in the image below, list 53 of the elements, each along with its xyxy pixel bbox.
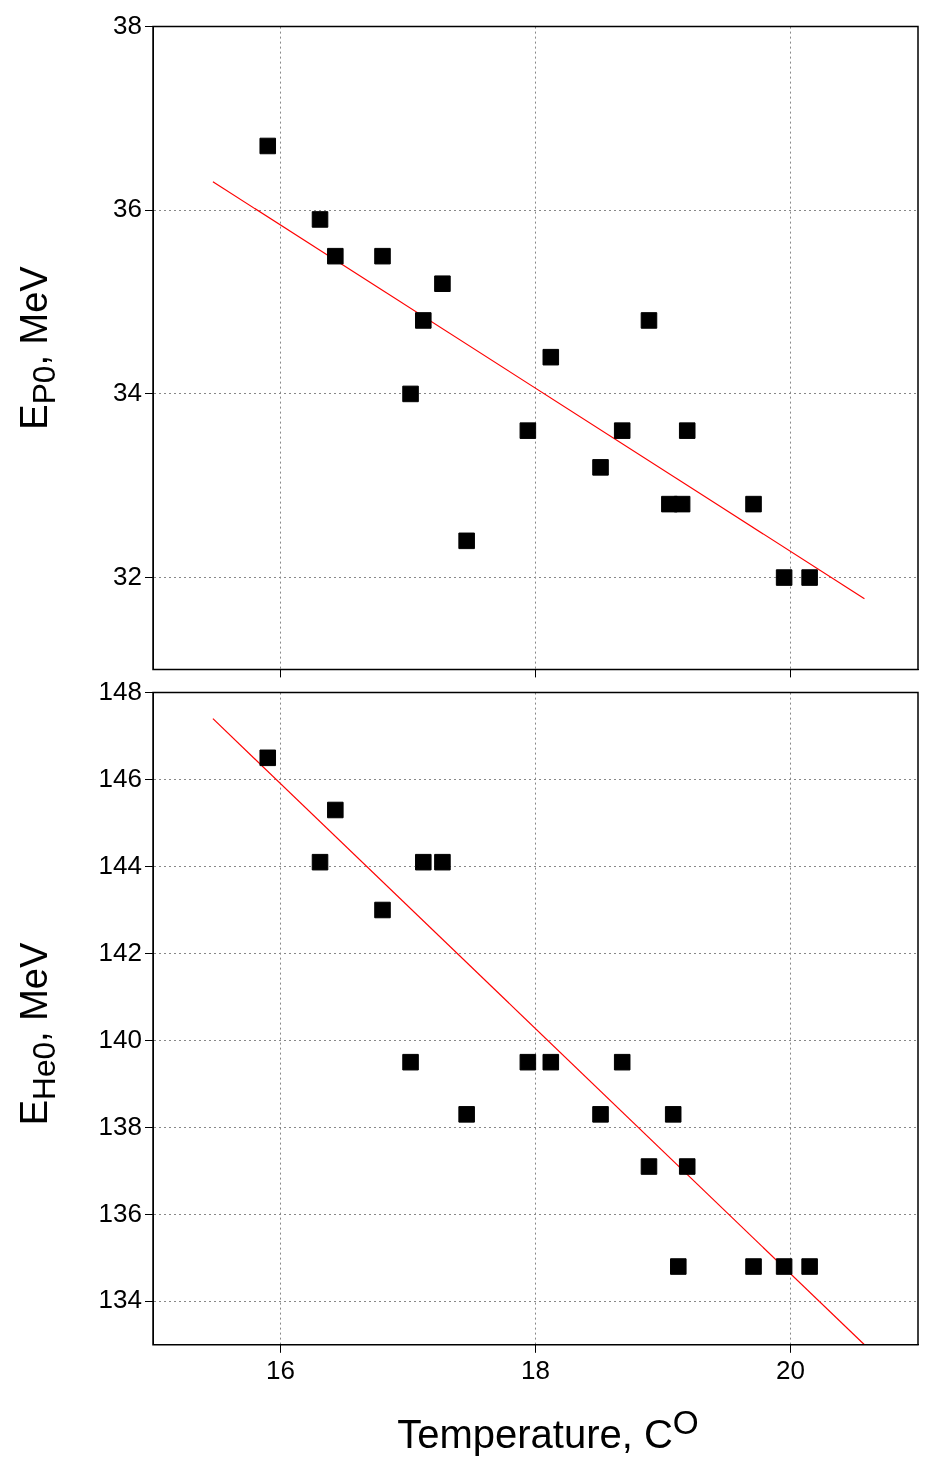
point bbox=[415, 853, 432, 871]
point bbox=[592, 1106, 609, 1123]
point bbox=[801, 1258, 818, 1275]
y-tick-label: 34 bbox=[113, 377, 142, 408]
point bbox=[664, 1106, 682, 1123]
point bbox=[402, 1053, 419, 1071]
point bbox=[745, 495, 762, 513]
point bbox=[327, 247, 344, 265]
y-tick-label: 38 bbox=[113, 9, 142, 40]
point bbox=[519, 1053, 537, 1071]
point bbox=[458, 532, 475, 550]
x-axis-title: Temperature, C$^{O}$ bbox=[396, 1404, 700, 1458]
point bbox=[434, 275, 451, 292]
y-tick-label: 36 bbox=[113, 193, 142, 224]
y-tick-label: 138 bbox=[98, 1110, 142, 1141]
x-tick-label: 18 bbox=[521, 1354, 550, 1385]
y-tick-label: 32 bbox=[113, 560, 142, 591]
x-tick-label: 16 bbox=[266, 1354, 295, 1385]
point bbox=[327, 801, 344, 819]
point bbox=[402, 385, 419, 403]
point bbox=[434, 853, 451, 871]
point bbox=[259, 749, 277, 767]
point bbox=[673, 495, 691, 513]
y-tick-label: 134 bbox=[98, 1284, 142, 1315]
point bbox=[259, 137, 277, 155]
point bbox=[311, 853, 329, 871]
point bbox=[415, 312, 432, 329]
point bbox=[640, 1158, 658, 1175]
y-tick-label: 136 bbox=[98, 1197, 142, 1228]
point bbox=[745, 1258, 762, 1275]
y-tick-label: 142 bbox=[98, 936, 142, 967]
x-tick-label: 20 bbox=[776, 1354, 805, 1385]
point bbox=[592, 459, 609, 476]
point bbox=[519, 422, 537, 439]
point bbox=[670, 1258, 687, 1275]
point bbox=[775, 1258, 793, 1275]
point bbox=[801, 569, 818, 586]
point bbox=[640, 312, 658, 329]
y-tick-label: 146 bbox=[98, 762, 142, 793]
point bbox=[374, 901, 391, 919]
point bbox=[542, 1053, 560, 1071]
point bbox=[311, 211, 329, 228]
point bbox=[678, 422, 696, 439]
point bbox=[458, 1106, 475, 1123]
point bbox=[613, 422, 631, 439]
point bbox=[542, 348, 560, 366]
y-tick-label: 144 bbox=[98, 849, 142, 880]
point bbox=[374, 247, 391, 265]
point bbox=[678, 1158, 696, 1175]
point bbox=[775, 569, 793, 586]
y-tick-label: 140 bbox=[98, 1023, 142, 1054]
y-tick-label: 148 bbox=[98, 675, 142, 706]
point bbox=[613, 1053, 631, 1071]
